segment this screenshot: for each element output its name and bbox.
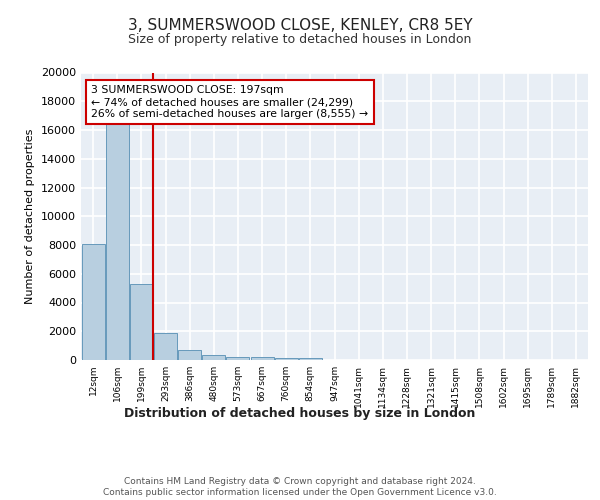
Text: Distribution of detached houses by size in London: Distribution of detached houses by size … xyxy=(124,408,476,420)
Text: 3, SUMMERSWOOD CLOSE, KENLEY, CR8 5EY: 3, SUMMERSWOOD CLOSE, KENLEY, CR8 5EY xyxy=(128,18,472,32)
Bar xyxy=(130,284,153,360)
Text: Size of property relative to detached houses in London: Size of property relative to detached ho… xyxy=(128,32,472,46)
Bar xyxy=(154,334,177,360)
Bar xyxy=(275,358,298,360)
Bar xyxy=(178,350,201,360)
Text: 3 SUMMERSWOOD CLOSE: 197sqm
← 74% of detached houses are smaller (24,299)
26% of: 3 SUMMERSWOOD CLOSE: 197sqm ← 74% of det… xyxy=(91,86,368,118)
Y-axis label: Number of detached properties: Number of detached properties xyxy=(25,128,35,304)
Bar xyxy=(251,358,274,360)
Bar xyxy=(82,244,104,360)
Bar xyxy=(202,356,225,360)
Bar xyxy=(226,357,250,360)
Text: Contains HM Land Registry data © Crown copyright and database right 2024.
Contai: Contains HM Land Registry data © Crown c… xyxy=(103,478,497,497)
Bar xyxy=(299,358,322,360)
Bar xyxy=(106,123,128,360)
